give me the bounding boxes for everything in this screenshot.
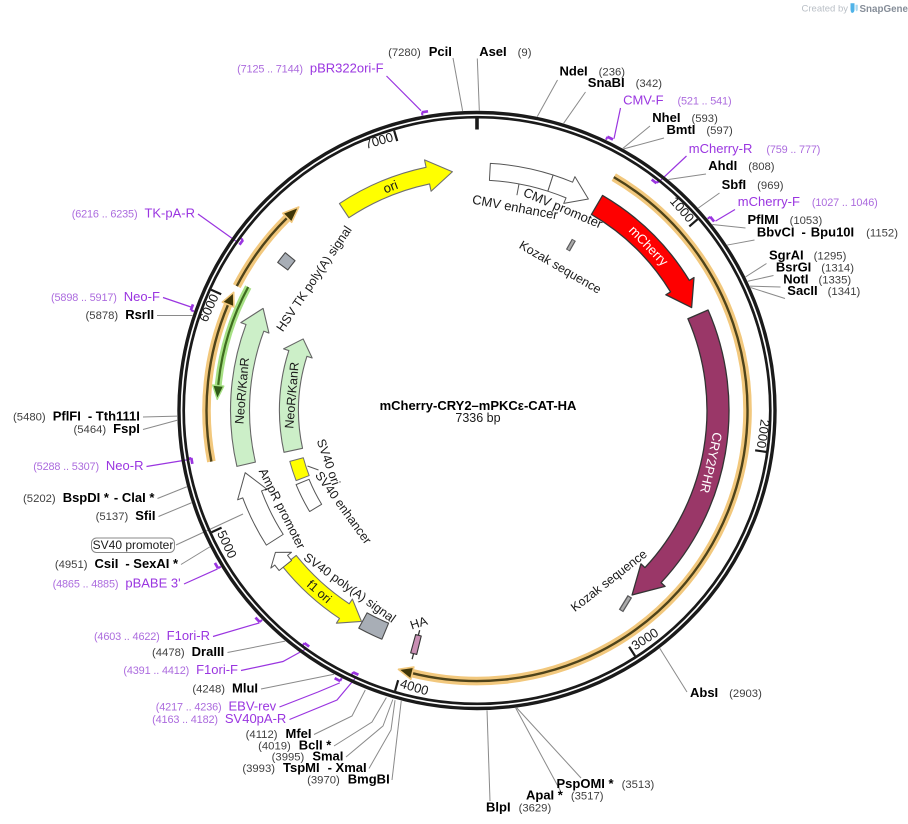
svg-text:ori: ori xyxy=(381,177,400,196)
svg-text:mCherry-R(759 .. 777): mCherry-R (759 .. 777) xyxy=(689,141,820,156)
svg-text:SnaBI(342): SnaBI (342) xyxy=(588,75,662,90)
svg-text:(5480)PflFI- Tth111I: (5480) PflFI - Tth111I xyxy=(13,409,140,424)
svg-text:(4391 .. 4412)F1ori-F: (4391 .. 4412) F1ori-F xyxy=(123,662,238,677)
svg-text:mCherry-F(1027 .. 1046): mCherry-F (1027 .. 1046) xyxy=(738,194,878,209)
svg-text:SbfI(969): SbfI (969) xyxy=(722,177,784,192)
svg-text:(4112)MfeI: (4112) MfeI xyxy=(246,726,312,741)
svg-text:NdeI(236): NdeI (236) xyxy=(560,64,626,79)
svg-text:(5202)BspDI *- ClaI *: (5202) BspDI * - ClaI * xyxy=(23,490,155,505)
svg-text:mCherry-CRY2–mPKCε-CAT-HA: mCherry-CRY2–mPKCε-CAT-HA xyxy=(380,398,577,413)
svg-text:BsrGI(1314): BsrGI (1314) xyxy=(776,260,854,275)
svg-text:BbvCI-Bpu10I(1152): BbvCI - Bpu10I (1152) xyxy=(757,225,898,240)
svg-text:NeoR/KanR: NeoR/KanR xyxy=(232,357,252,425)
svg-text:(4019)BclI *: (4019) BclI * xyxy=(258,738,332,753)
svg-text:AhdI(808): AhdI (808) xyxy=(708,158,775,173)
svg-text:SV40 promoter: SV40 promoter xyxy=(93,538,174,552)
svg-text:SgrAI(1295): SgrAI (1295) xyxy=(769,248,847,263)
svg-text:BmtI(597): BmtI (597) xyxy=(667,122,734,137)
svg-text:(7280)PciI: (7280) PciI xyxy=(388,44,452,59)
svg-text:(5898 .. 5917)Neo-F: (5898 .. 5917) Neo-F xyxy=(51,289,160,304)
svg-text:SnapGene: SnapGene xyxy=(860,4,908,15)
svg-text:(5464)FspI: (5464) FspI xyxy=(74,421,140,436)
svg-text:(4163 .. 4182)SV40pA-R: (4163 .. 4182) SV40pA-R xyxy=(152,711,286,726)
svg-text:(5878)RsrII: (5878) RsrII xyxy=(86,307,155,322)
svg-text:Created by: Created by xyxy=(802,4,849,15)
svg-text:(6216 .. 6235)TK-pA-R: (6216 .. 6235) TK-pA-R xyxy=(72,206,195,221)
svg-text:(5288 .. 5307)Neo-R: (5288 .. 5307) Neo-R xyxy=(33,458,143,473)
svg-text:NotI(1335): NotI (1335) xyxy=(783,272,851,287)
svg-text:PspOMI *(3513): PspOMI * (3513) xyxy=(557,776,655,791)
svg-text:CMV-F(521 .. 541): CMV-F (521 .. 541) xyxy=(623,93,731,108)
svg-text:(4248)MluI: (4248) MluI xyxy=(192,681,258,696)
svg-text:(3995)SmaI: (3995) SmaI xyxy=(272,749,344,764)
svg-text:(4865 .. 4885)pBABE 3': (4865 .. 4885) pBABE 3' xyxy=(53,576,181,591)
svg-text:(3970)BmgBI: (3970) BmgBI xyxy=(307,772,390,787)
svg-text:(4603 .. 4622)F1ori-R: (4603 .. 4622) F1ori-R xyxy=(94,628,210,643)
svg-text:SacII(1341): SacII (1341) xyxy=(787,283,860,298)
svg-text:BlpI(3629): BlpI (3629) xyxy=(486,800,551,815)
svg-text:PflMI(1053): PflMI (1053) xyxy=(748,212,823,227)
svg-text:AseI(9): AseI (9) xyxy=(479,44,532,59)
svg-text:NeoR/KanR: NeoR/KanR xyxy=(282,361,301,429)
svg-text:(4217 .. 4236)EBV-rev: (4217 .. 4236) EBV-rev xyxy=(156,699,277,714)
svg-text:AbsI(2903): AbsI (2903) xyxy=(690,685,762,700)
svg-text:7336 bp: 7336 bp xyxy=(455,411,500,425)
svg-text:(5137)SfiI: (5137) SfiI xyxy=(96,508,156,523)
svg-text:(7125 .. 7144)pBR322ori-F: (7125 .. 7144) pBR322ori-F xyxy=(237,61,383,76)
svg-text:HA: HA xyxy=(408,614,429,633)
svg-text:NheI(593): NheI (593) xyxy=(652,110,718,125)
svg-text:(4478)DraIII: (4478) DraIII xyxy=(152,644,224,659)
svg-text:(3993)TspMI- XmaI: (3993) TspMI - XmaI xyxy=(242,760,366,775)
svg-text:(4951)CsiI- SexAI *: (4951) CsiI - SexAI * xyxy=(55,556,179,571)
svg-text:ApaI *(3517): ApaI * (3517) xyxy=(526,788,604,803)
